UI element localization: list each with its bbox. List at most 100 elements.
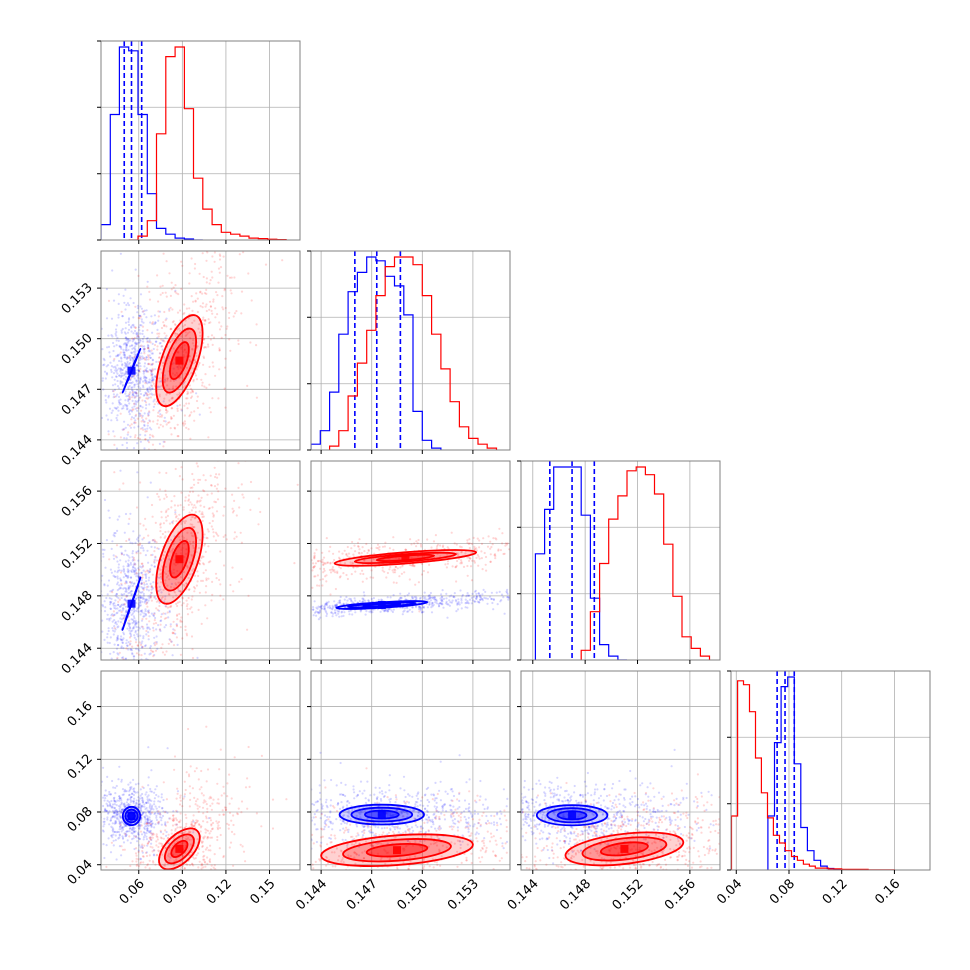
scatter-point xyxy=(140,642,143,645)
scatter-point xyxy=(428,594,431,597)
scatter-point xyxy=(229,289,232,292)
scatter-point xyxy=(116,583,119,586)
scatter-point xyxy=(78,522,80,524)
scatter-point xyxy=(156,415,159,418)
scatter-point xyxy=(345,552,348,556)
scatter-point xyxy=(146,626,149,629)
scatter-point xyxy=(127,585,130,588)
histogram-series-1 xyxy=(580,466,711,660)
scatter-point xyxy=(137,610,140,613)
scatter-point xyxy=(174,582,177,585)
scatter-point xyxy=(254,607,256,609)
scatter-point xyxy=(201,511,204,514)
scatter-point xyxy=(116,518,119,521)
scatter-point xyxy=(135,392,138,395)
scatter-point xyxy=(313,554,316,557)
scatter-point xyxy=(142,569,145,572)
scatter-point xyxy=(551,517,553,519)
scatter-point xyxy=(127,559,130,562)
scatter-point xyxy=(140,582,143,586)
scatter-point xyxy=(215,614,217,616)
scatter-point xyxy=(122,604,125,607)
scatter-point xyxy=(114,328,118,331)
scatter-point xyxy=(567,556,569,558)
scatter-point xyxy=(392,608,395,611)
scatter-point xyxy=(138,341,141,344)
scatter-point xyxy=(161,414,164,417)
scatter-point xyxy=(150,322,154,325)
scatter-point xyxy=(125,337,128,340)
scatter-point xyxy=(120,809,123,812)
scatter-point xyxy=(540,535,542,537)
scatter-point xyxy=(143,424,146,427)
scatter-point xyxy=(141,708,143,710)
scatter-point xyxy=(188,384,191,387)
scatter-point xyxy=(109,607,112,611)
scatter-point xyxy=(126,565,129,568)
scatter-point xyxy=(223,364,225,366)
scatter-point xyxy=(129,796,132,799)
scatter-point xyxy=(129,378,132,381)
scatter-point xyxy=(158,332,161,335)
scatter-point xyxy=(172,387,175,390)
scatter-point xyxy=(112,554,115,557)
scatter-point xyxy=(103,610,107,613)
scatter-point xyxy=(473,547,476,550)
scatter-point xyxy=(125,834,128,838)
scatter-point xyxy=(187,428,190,431)
scatter-point xyxy=(117,600,120,604)
scatter-point xyxy=(140,582,143,585)
scatter-point xyxy=(363,594,366,597)
scatter-point xyxy=(202,355,205,358)
scatter-point xyxy=(440,596,443,599)
scatter-point xyxy=(405,549,408,552)
scatter-point xyxy=(134,434,137,437)
scatter-point xyxy=(150,842,153,845)
scatter-point xyxy=(137,572,140,575)
scatter-point xyxy=(301,617,303,619)
scatter-point xyxy=(129,396,132,399)
scatter-point xyxy=(193,483,196,486)
scatter-point xyxy=(177,350,180,353)
scatter-point xyxy=(155,807,158,810)
scatter-point xyxy=(737,553,739,555)
scatter-point xyxy=(131,693,133,695)
scatter-point xyxy=(152,626,155,630)
scatter-point xyxy=(132,570,135,574)
scatter-point xyxy=(132,744,134,746)
scatter-point xyxy=(120,584,123,587)
histogram-series-1 xyxy=(329,256,498,450)
scatter-point xyxy=(115,647,119,650)
scatter-point xyxy=(91,743,93,745)
scatter-point xyxy=(125,371,128,374)
scatter-point xyxy=(145,657,148,660)
scatter-point xyxy=(453,542,456,545)
scatter-point xyxy=(118,845,121,848)
scatter-point xyxy=(133,830,136,833)
scatter-point xyxy=(132,447,136,450)
scatter-point xyxy=(330,568,333,571)
scatter-point xyxy=(157,310,160,313)
scatter-point xyxy=(193,344,196,347)
scatter-point xyxy=(147,541,150,544)
scatter-point xyxy=(194,299,197,302)
scatter-point xyxy=(137,803,140,806)
scatter-point xyxy=(328,604,331,608)
scatter-point xyxy=(150,825,153,829)
scatter-point xyxy=(131,347,134,350)
scatter-point xyxy=(426,606,429,609)
scatter-point xyxy=(94,592,96,594)
scatter-point xyxy=(273,579,275,581)
scatter-point xyxy=(111,591,114,594)
scatter-point xyxy=(116,636,119,639)
scatter-point xyxy=(150,585,153,589)
scatter-point xyxy=(212,336,216,339)
scatter-point xyxy=(158,385,161,388)
scatter-point xyxy=(325,603,329,607)
scatter-point xyxy=(134,783,137,786)
scatter-point xyxy=(153,596,156,599)
scatter-point xyxy=(633,549,635,551)
scatter-point xyxy=(228,311,231,314)
scatter-point xyxy=(117,830,121,834)
scatter-point xyxy=(116,813,119,817)
